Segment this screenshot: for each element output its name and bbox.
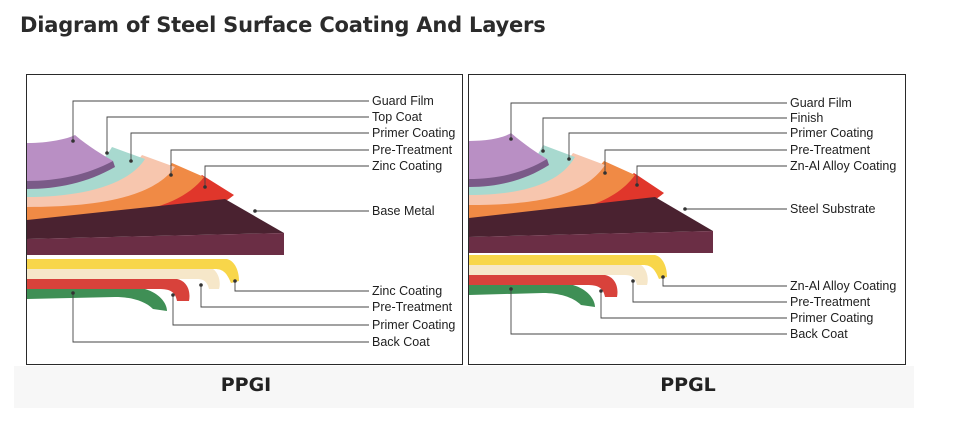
- ppgi-label-bottom-pre-treatment: Pre-Treatment: [372, 300, 453, 314]
- ppgi-bottom-zinc-leader: [234, 281, 369, 292]
- ppgl-label-steel-substrate: Steel Substrate: [790, 202, 876, 216]
- ppgi-label-base-metal: Base Metal: [372, 204, 435, 218]
- ppgl-bottom-pre-treatment-leader: [632, 281, 787, 303]
- ppgi-label-zinc-coating: Zinc Coating: [372, 159, 442, 173]
- ppgl-callout-dots: [509, 137, 687, 293]
- caption-band: [14, 366, 914, 408]
- ppgl-label-primer-coating: Primer Coating: [790, 126, 873, 140]
- ppgl-zn-al-alloy-leader: [636, 165, 787, 185]
- ppgl-finish-leader: [542, 117, 787, 151]
- ppgl-bottom-zn-al-leader: [662, 277, 787, 287]
- ppgi-bottom-primer-layer: [27, 279, 190, 301]
- ppgl-diagram-panel: Guard Film Finish Primer Coating Pre-Tre…: [468, 74, 906, 365]
- ppgi-label-bottom-primer-coating: Primer Coating: [372, 318, 455, 332]
- ppgl-steel-substrate-top: [469, 197, 713, 237]
- ppgi-top-coat-leader: [106, 116, 369, 153]
- ppgl-primer-coating-leader: [568, 132, 787, 159]
- ppgl-label-pre-treatment: Pre-Treatment: [790, 143, 871, 157]
- ppgl-bottom-zn-al-layer: [469, 255, 667, 279]
- page-title: Diagram of Steel Surface Coating And Lay…: [20, 13, 546, 37]
- ppgi-label-back-coat: Back Coat: [372, 335, 430, 349]
- ppgl-bottom-primer-leader: [600, 291, 787, 319]
- ppgi-label-pre-treatment: Pre-Treatment: [372, 143, 453, 157]
- ppgi-label-top-coat: Top Coat: [372, 110, 423, 124]
- ppgi-bottom-primer-leader: [172, 295, 369, 326]
- ppgi-callout-dots: [71, 139, 257, 297]
- ppgl-label-bottom-zn-al-alloy-coating: Zn-Al Alloy Coating: [790, 279, 896, 293]
- ppgl-label-back-coat: Back Coat: [790, 327, 848, 341]
- ppgi-pre-treatment-leader: [170, 149, 369, 175]
- ppgi-base-metal-top: [27, 199, 284, 239]
- ppgi-bottom-back-coat-layer: [27, 289, 167, 311]
- ppgi-bottom-zinc-layer: [27, 259, 239, 283]
- ppgi-label-guard-film: Guard Film: [372, 94, 434, 108]
- ppgl-label-zn-al-alloy-coating: Zn-Al Alloy Coating: [790, 159, 896, 173]
- ppgi-primer-coating-leader: [130, 132, 369, 161]
- ppgi-zinc-coating-leader: [204, 165, 369, 187]
- ppgi-label-primer-coating: Primer Coating: [372, 126, 455, 140]
- ppgl-diagram: Guard Film Finish Primer Coating Pre-Tre…: [469, 96, 896, 341]
- ppgl-bottom-primer-layer: [469, 275, 618, 297]
- ppgl-guard-film-edge: [469, 159, 549, 187]
- ppgi-label-bottom-zinc-coating: Zinc Coating: [372, 284, 442, 298]
- ppgl-label-finish: Finish: [790, 111, 823, 125]
- ppgl-caption: PPGL: [660, 374, 716, 396]
- ppgl-pre-treatment-leader: [604, 149, 787, 173]
- ppgi-guard-film-edge: [27, 161, 115, 189]
- ppgl-guard-film-leader: [510, 102, 787, 139]
- ppgi-bottom-pre-treatment-leader: [200, 285, 369, 308]
- ppgi-caption: PPGI: [220, 374, 272, 396]
- ppgl-label-guard-film: Guard Film: [790, 96, 852, 110]
- ppgl-top-callouts: [510, 102, 787, 335]
- ppgi-guard-film-leader: [72, 100, 369, 141]
- ppgl-label-bottom-pre-treatment: Pre-Treatment: [790, 295, 871, 309]
- ppgl-steel-substrate-front: [469, 231, 713, 253]
- ppgi-base-metal-front: [27, 233, 284, 255]
- ppgi-diagram-panel: Guard Film Top Coat Primer Coating Pre-T…: [26, 74, 463, 365]
- ppgi-top-callouts: [72, 100, 369, 343]
- ppgi-diagram: Guard Film Top Coat Primer Coating Pre-T…: [27, 94, 455, 349]
- ppgl-label-bottom-primer-coating: Primer Coating: [790, 311, 873, 325]
- ppgl-bottom-back-coat-layer: [469, 285, 595, 307]
- ppgi-bottom-back-coat-leader: [72, 293, 369, 343]
- ppgl-bottom-back-coat-leader: [510, 289, 787, 335]
